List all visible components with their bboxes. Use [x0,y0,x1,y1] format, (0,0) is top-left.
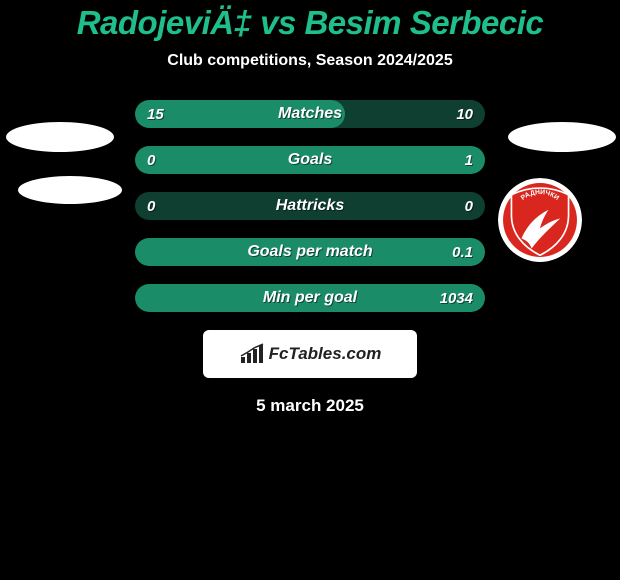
stat-label: Goals per match [135,238,485,266]
stat-label: Matches [135,100,485,128]
stat-right-value: 10 [456,100,473,128]
page-subtitle: Club competitions, Season 2024/2025 [0,52,620,70]
stat-row: Matches15 10 [135,100,485,128]
page-title: RadojeviÄ‡ vs Besim Serbecic [0,0,620,42]
stat-left-value: 0 [147,146,155,174]
stat-left-value: 15 [147,100,164,128]
stat-right-value: 0 [465,192,473,220]
stat-label: Hattricks [135,192,485,220]
player1-club-placeholder [18,176,122,204]
bar-chart-icon [239,343,265,365]
page-container: RadojeviÄ‡ vs Besim Serbecic Club compet… [0,0,620,580]
player1-avatar-placeholder [6,122,114,152]
stat-left-value: 0 [147,192,155,220]
club-badge-icon: РАДНИЧКИ [498,178,582,262]
stat-right-value: 1034 [440,284,473,312]
player2-club-badge: РАДНИЧКИ [498,178,582,262]
date-text: 5 march 2025 [0,396,620,416]
stat-row: Goals per match0.1 [135,238,485,266]
fctables-logo: FcTables.com [203,330,417,378]
stat-right-value: 1 [465,146,473,174]
stat-right-value: 0.1 [452,238,473,266]
club-badge-graphic: РАДНИЧКИ [498,178,582,262]
player2-avatar-placeholder [508,122,616,152]
stat-label: Goals [135,146,485,174]
stats-block: Matches1510Goals01Hattricks00Goals per m… [135,100,485,312]
stat-label: Min per goal [135,284,485,312]
stat-row: Goals0 1 [135,146,485,174]
fctables-logo-text: FcTables.com [269,344,382,364]
stat-row: Hattricks0 0 [135,192,485,220]
stat-row: Min per goal1034 [135,284,485,312]
